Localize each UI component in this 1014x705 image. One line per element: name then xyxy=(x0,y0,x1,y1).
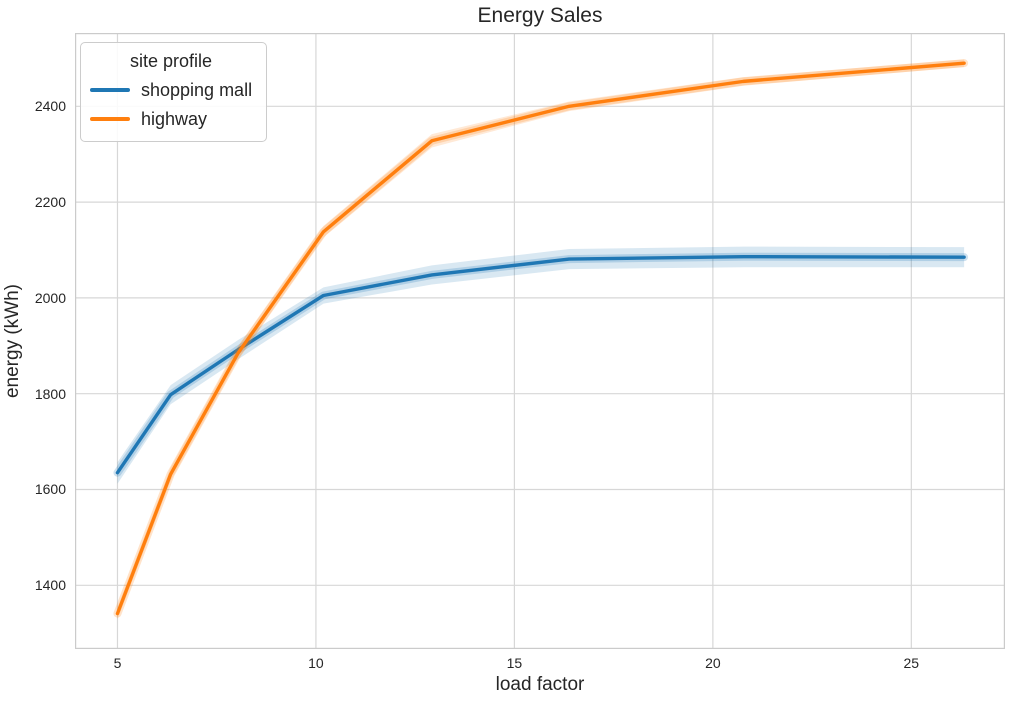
x-tick-label: 20 xyxy=(705,655,721,671)
y-tick-label: 1600 xyxy=(34,481,66,498)
legend: site profile shopping mall highway xyxy=(80,42,268,142)
y-axis-label: energy (kWh) xyxy=(2,283,23,399)
x-tick-label: 25 xyxy=(903,655,920,671)
y-tick-label: 2400 xyxy=(34,98,66,115)
line-halo xyxy=(113,59,969,618)
chart-title: Energy Sales xyxy=(477,4,603,27)
legend-item-highway: highway xyxy=(90,108,252,130)
confidence-band xyxy=(117,246,965,484)
x-tick-label: 5 xyxy=(113,655,122,671)
legend-label-highway: highway xyxy=(141,109,208,129)
y-tick-label: 1400 xyxy=(34,577,66,594)
legend-label-shopping-mall: shopping mall xyxy=(141,80,253,100)
series-line xyxy=(115,61,966,616)
legend-title: site profile xyxy=(130,51,213,71)
x-axis-label: load factor xyxy=(495,674,585,695)
y-tick-label: 2000 xyxy=(34,289,66,306)
legend-item-shopping-mall: shopping mall xyxy=(90,79,252,101)
y-tick-label: 1800 xyxy=(34,385,66,402)
line-halo xyxy=(113,252,969,477)
y-tick-label: 2200 xyxy=(34,194,66,211)
x-tick-label: 10 xyxy=(308,655,324,671)
legend-swatch-highway xyxy=(90,116,130,122)
axes-spine xyxy=(75,33,1005,649)
x-tick-label: 15 xyxy=(506,655,523,671)
legend-swatch-shopping-mall xyxy=(90,87,130,93)
series-line xyxy=(115,254,966,475)
